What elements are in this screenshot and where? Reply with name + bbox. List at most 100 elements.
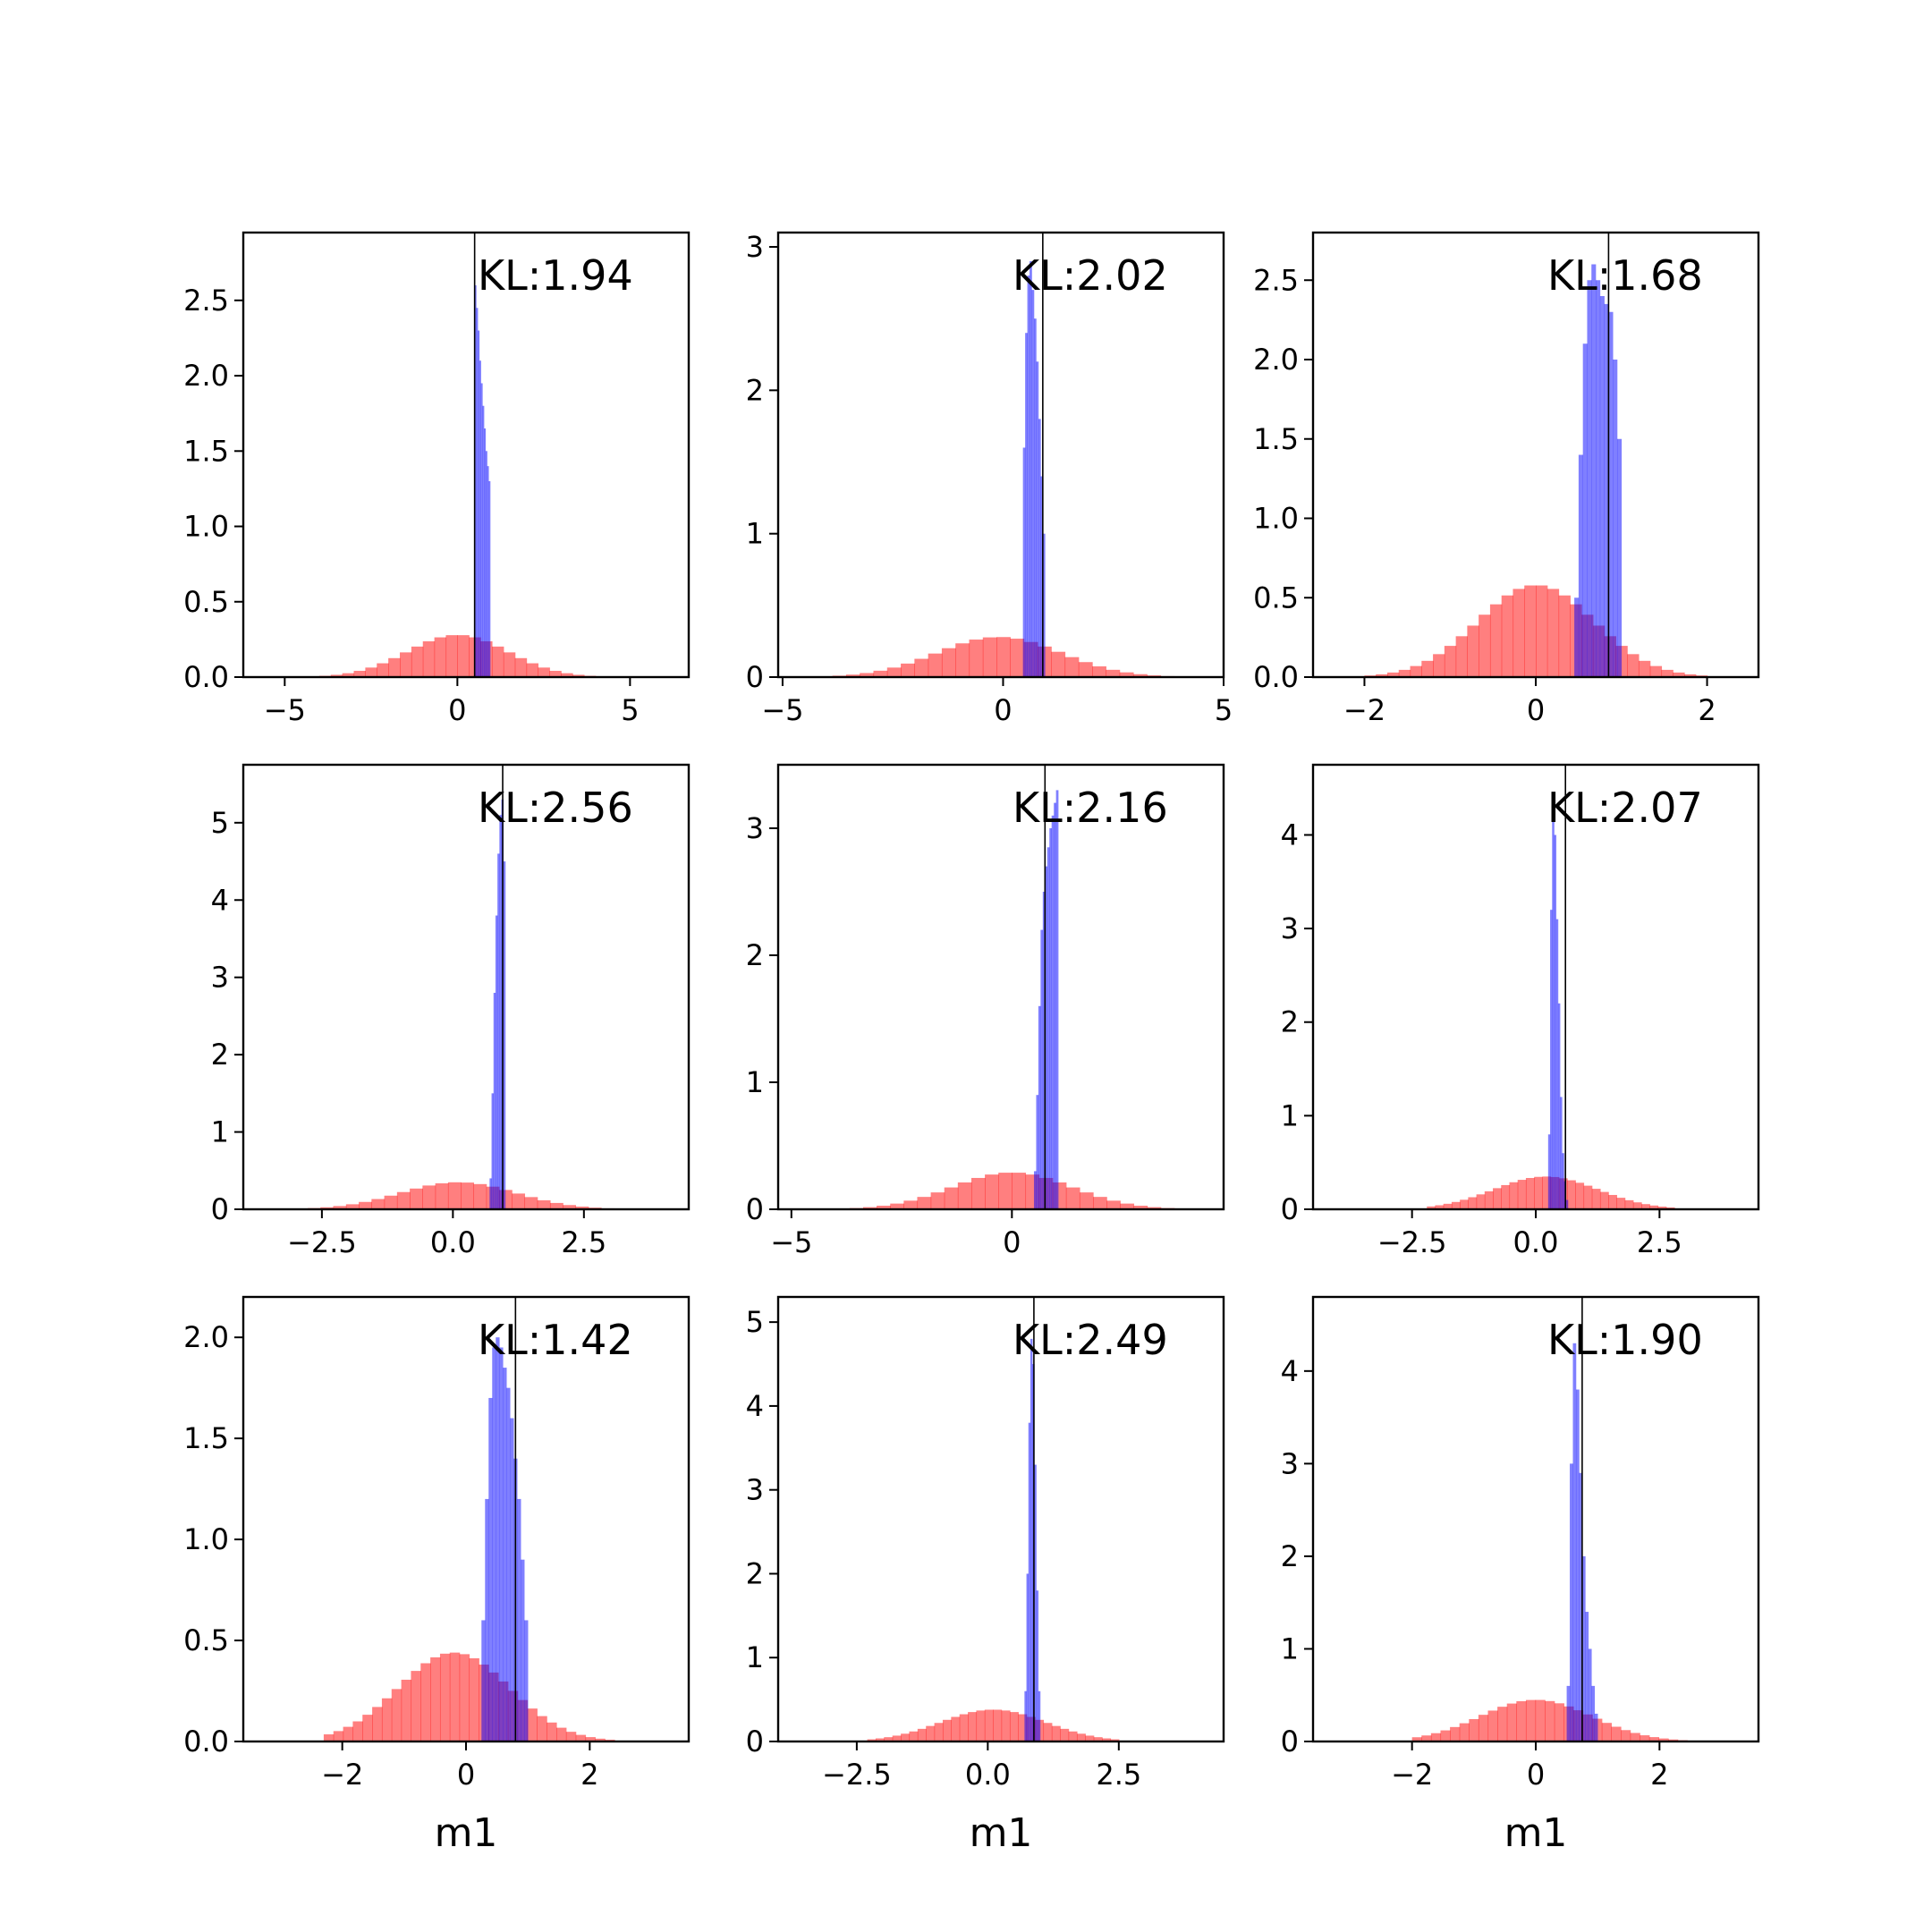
prior-bar: [362, 1715, 373, 1741]
y-tick-label: 3: [746, 230, 764, 264]
prior-bar: [537, 1199, 551, 1209]
kl-annotation: KL:2.07: [1547, 784, 1703, 832]
posterior-bar: [1578, 454, 1583, 677]
prior-bar: [985, 1174, 999, 1209]
prior-bar: [342, 673, 355, 677]
posterior-bar: [487, 466, 489, 677]
kl-annotation: KL:1.68: [1547, 251, 1703, 300]
prior-bar: [1093, 1737, 1103, 1741]
posterior-bar: [1616, 438, 1623, 677]
prior-bar: [1421, 660, 1434, 677]
prior-bar: [1501, 1184, 1511, 1209]
posterior-bar: [1033, 318, 1037, 677]
posterior-bar: [1038, 1690, 1041, 1741]
y-tick-label: 1: [746, 1065, 764, 1099]
x-tick-label: −2.5: [287, 1225, 357, 1259]
prior-bar: [959, 1714, 969, 1741]
x-tick-label: 2: [580, 1758, 598, 1792]
prior-bar: [1451, 1201, 1461, 1209]
prior-bar: [445, 635, 458, 677]
posterior-bar: [1049, 828, 1053, 1209]
prior-bar: [1455, 636, 1468, 677]
y-tick-label: 2.0: [1253, 343, 1299, 377]
posterior-bar: [1055, 790, 1059, 1209]
prior-bar: [1542, 1176, 1552, 1209]
prior-bar: [1467, 625, 1479, 677]
x-tick-label: −5: [761, 693, 803, 727]
prior-bar: [1611, 1726, 1622, 1741]
plot-area: [809, 765, 1216, 1209]
posterior-bar: [1572, 1343, 1577, 1741]
x-tick-label: −2: [1343, 693, 1385, 727]
posterior-bar: [478, 330, 480, 677]
y-tick-label: 0: [746, 660, 764, 694]
prior-bar: [527, 1708, 538, 1741]
axes-frame: [242, 231, 691, 679]
prior-bar: [1641, 1204, 1650, 1209]
plot-area: [791, 233, 1202, 677]
prior-bar: [1517, 1180, 1527, 1209]
prior-bar: [1132, 674, 1148, 677]
prior-bar: [1018, 1714, 1028, 1741]
kl-annotation: KL:2.49: [1013, 1316, 1168, 1364]
prior-bar: [1575, 1182, 1585, 1209]
posterior-bar: [1030, 1338, 1033, 1741]
kl-annotation: KL:2.56: [478, 784, 633, 832]
prior-bar: [1534, 1176, 1543, 1209]
y-tick-label: 0: [211, 1192, 229, 1226]
posterior-bar: [1030, 261, 1032, 677]
prior-bar: [561, 673, 573, 677]
axes-frame: [776, 1295, 1225, 1743]
y-tick-label: 4: [1281, 1354, 1299, 1388]
x-tick-label: 2: [1698, 693, 1716, 727]
posterior-bar: [1557, 1003, 1561, 1209]
posterior-bar: [1588, 1648, 1592, 1741]
prior-bar: [1120, 1203, 1135, 1209]
prior-bar: [1433, 654, 1445, 677]
posterior-bar: [495, 915, 498, 1209]
prior-bar: [1487, 1710, 1498, 1741]
prior-bar: [941, 648, 956, 677]
y-tick-label: 4: [211, 883, 229, 917]
prior-bar: [1661, 669, 1674, 677]
x-axis-label: m1: [970, 1810, 1033, 1856]
prior-bar: [901, 663, 915, 677]
prior-bar: [1450, 1726, 1461, 1741]
x-tick-label: −5: [770, 1225, 812, 1259]
posterior-bar: [480, 383, 483, 677]
y-tick-label: 1: [1281, 1098, 1299, 1132]
prior-bar: [1525, 1178, 1535, 1209]
prior-bar: [1411, 1737, 1422, 1741]
y-tick-label: 2: [211, 1038, 229, 1072]
kl-annotation: KL:2.02: [1013, 251, 1168, 300]
prior-bar: [1484, 1191, 1494, 1209]
posterior-bar: [510, 1418, 514, 1741]
prior-bar: [1649, 1205, 1659, 1209]
posterior-bar: [1575, 1389, 1580, 1741]
prior-bar: [930, 1192, 945, 1209]
prior-bar: [323, 1734, 335, 1741]
prior-bar: [957, 1182, 972, 1209]
x-tick-label: 0: [994, 693, 1012, 727]
prior-bar: [575, 1734, 587, 1741]
posterior-bar: [1038, 1005, 1041, 1209]
y-tick-label: 1: [746, 517, 764, 551]
posterior-bar: [1613, 360, 1618, 677]
y-tick-label: 3: [1281, 911, 1299, 945]
prior-bar: [396, 1191, 411, 1209]
prior-bar: [993, 1709, 1003, 1741]
prior-bar: [352, 1721, 363, 1741]
y-tick-label: 0: [746, 1192, 764, 1226]
prior-bar: [1583, 1185, 1593, 1209]
posterior-bar: [1560, 1097, 1563, 1209]
plot-area: [1364, 233, 1708, 677]
prior-bar: [1516, 1700, 1527, 1741]
y-tick-label: 2: [746, 938, 764, 972]
prior-bar: [537, 1716, 547, 1741]
posterior-bar: [1591, 1685, 1596, 1741]
posterior-bar: [1582, 343, 1588, 677]
posterior-bar: [482, 405, 485, 677]
x-tick-label: −5: [264, 693, 306, 727]
